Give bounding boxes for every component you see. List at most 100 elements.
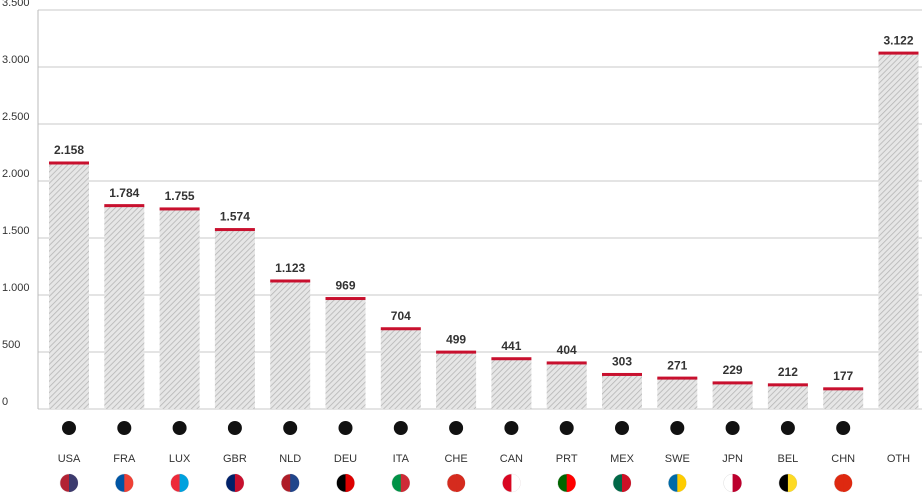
bar [380, 328, 421, 409]
y-tick-label: 2.000 [2, 168, 30, 180]
bar-cap [380, 327, 421, 331]
rank-dot [62, 421, 76, 435]
bar [823, 388, 864, 409]
x-tick-label: USA [58, 453, 81, 465]
bar-cap [491, 357, 532, 361]
x-tick-label: SWE [665, 453, 690, 465]
rank-dot [670, 421, 685, 435]
bar [270, 280, 311, 409]
x-tick-label: DEU [334, 453, 357, 465]
value-label: 1.123 [275, 261, 305, 275]
flag-icon-half [677, 474, 687, 492]
bar-cap [602, 372, 642, 376]
x-tick-label: JPN [722, 453, 743, 465]
y-tick-label: 500 [2, 339, 20, 351]
x-tick-label: ITA [393, 453, 410, 465]
bar [602, 374, 642, 409]
flag-icon-half [69, 474, 78, 492]
rank-dot [227, 421, 242, 435]
bar [159, 208, 200, 409]
bar-cap [159, 207, 200, 211]
value-label: 1.574 [220, 210, 250, 224]
bar [104, 205, 145, 409]
rank-dot [780, 421, 795, 435]
y-tick-label: 1.500 [2, 225, 30, 237]
value-label: 229 [723, 363, 743, 377]
bar-cap [49, 161, 89, 165]
bar-cap [767, 383, 808, 387]
value-label: 2.158 [54, 143, 84, 157]
y-tick-label: 1.000 [2, 282, 30, 294]
value-label: 1.755 [165, 189, 195, 203]
flag-icon-half [290, 474, 300, 492]
flag-icon-half [622, 474, 631, 492]
rank-dot [725, 421, 740, 435]
flag-icon-half [400, 474, 410, 492]
bar [491, 358, 532, 409]
y-tick-label: 0 [2, 396, 8, 408]
bar-cap [270, 279, 311, 283]
x-tick-label: FRA [113, 453, 136, 465]
bar-cap [878, 51, 919, 55]
y-tick-label: 3.000 [2, 54, 30, 66]
y-tick-label: 2.500 [2, 111, 30, 123]
flag-icon-half [511, 474, 521, 492]
value-label: 271 [667, 358, 687, 372]
x-tick-label: GBR [223, 453, 247, 465]
value-label: 441 [501, 339, 521, 353]
rank-dot [836, 421, 851, 435]
x-tick-label: NLD [279, 453, 301, 465]
bar [878, 53, 919, 409]
bar-cap [546, 361, 587, 365]
flag-icon-half [566, 474, 576, 492]
bar-cap [657, 376, 698, 380]
bar [436, 352, 477, 409]
value-label: 177 [833, 369, 853, 383]
bar-cap [823, 387, 864, 391]
x-tick-label: BEL [778, 453, 799, 465]
rank-dot [504, 421, 519, 435]
flag-icon-half [843, 474, 853, 492]
flag-icon-half [345, 474, 355, 492]
value-label: 704 [391, 309, 411, 323]
rank-dot [393, 421, 408, 435]
rank-dot [172, 421, 187, 435]
x-tick-label: CHE [444, 453, 467, 465]
bar-cap [104, 204, 145, 208]
flag-icon-half [179, 474, 189, 492]
bar [546, 362, 587, 409]
flag-icon-half [124, 474, 134, 492]
x-tick-label: MEX [610, 453, 635, 465]
bar [325, 298, 366, 409]
y-tick-label: 3.500 [2, 0, 30, 9]
bar [657, 378, 698, 409]
rank-dot [117, 421, 132, 435]
value-label: 303 [612, 355, 632, 369]
bar-cap [712, 381, 753, 385]
flag-icon-half [732, 474, 742, 492]
value-label: 499 [446, 332, 466, 346]
bar [49, 162, 89, 409]
x-tick-label: LUX [169, 453, 191, 465]
value-label: 404 [557, 343, 577, 357]
rank-dot [449, 421, 464, 435]
rank-dot [615, 421, 629, 435]
flag-icon-half [787, 474, 797, 492]
rank-dot [338, 421, 353, 435]
value-label: 212 [778, 365, 798, 379]
x-tick-label: CHN [831, 453, 855, 465]
bar [712, 382, 753, 409]
value-label: 969 [335, 279, 355, 293]
flag-icon-half [234, 474, 244, 492]
bar-cap [436, 350, 477, 354]
x-tick-label: OTH [887, 453, 910, 465]
bar [214, 229, 255, 409]
bar-cap [214, 228, 255, 232]
bar [767, 384, 808, 409]
rank-dot [283, 421, 298, 435]
rank-dot [559, 421, 574, 435]
value-label: 3.122 [883, 33, 913, 47]
x-tick-label: CAN [500, 453, 523, 465]
x-tick-label: PRT [556, 453, 578, 465]
